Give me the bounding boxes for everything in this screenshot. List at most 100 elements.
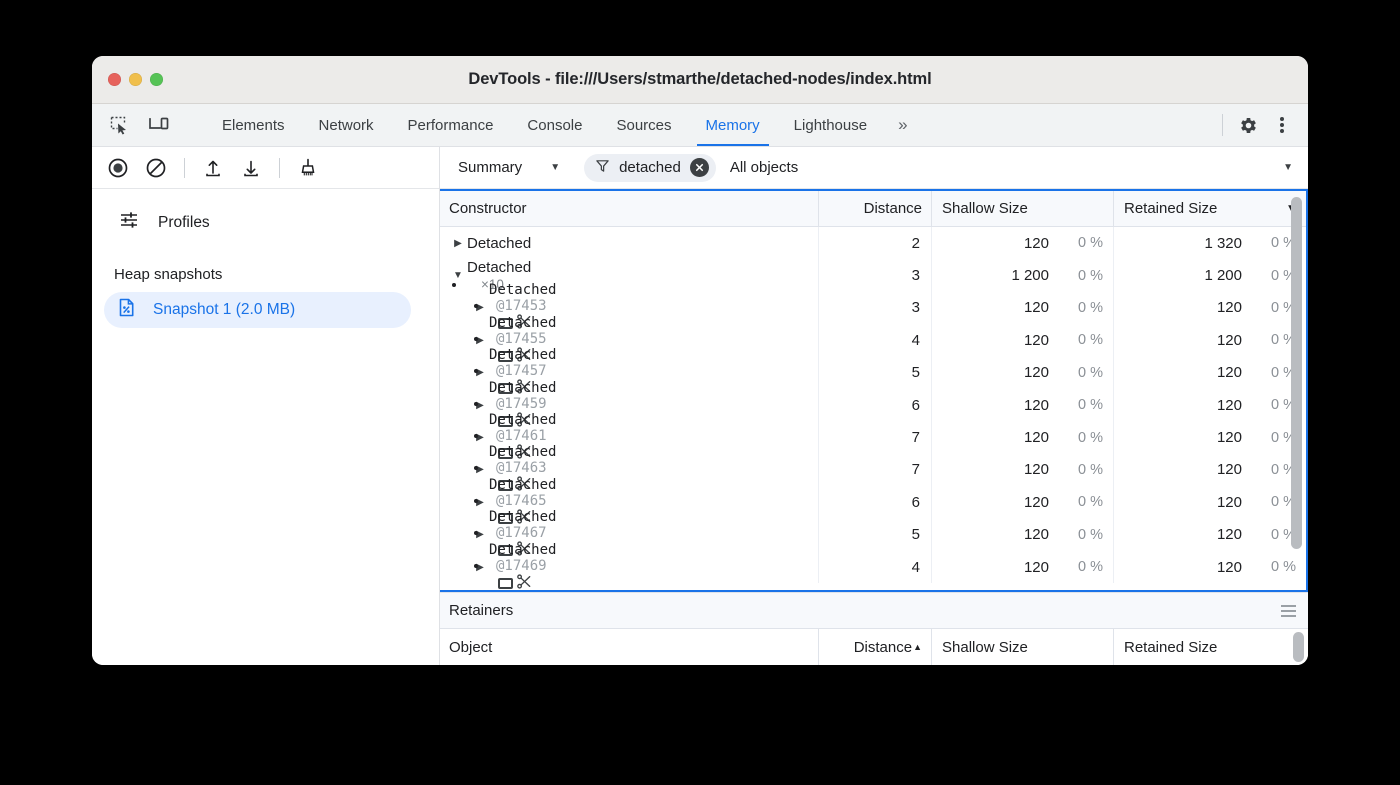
tab-elements[interactable]: Elements: [205, 104, 302, 146]
twisty-collapsed-icon[interactable]: ▶: [476, 334, 484, 346]
sidebar-item-snapshot-1[interactable]: Snapshot 1 (2.0 MB): [104, 292, 411, 328]
cell-distance: 5: [819, 518, 932, 551]
table-row[interactable]: ▶ Detached @17469 4 120 0 % 120 0 %: [440, 542, 1306, 589]
close-circle-icon[interactable]: [689, 158, 709, 177]
column-header-retainer-distance[interactable]: Distance ▲: [819, 629, 932, 665]
tab-overflow-chevron-icon[interactable]: »: [884, 104, 917, 146]
hamburger-menu-icon[interactable]: [1281, 604, 1296, 617]
table-row[interactable]: ▶ Detached @17457 5 120 0 % 120 0 %: [440, 347, 1306, 395]
retained-size-value: 120: [1216, 331, 1242, 349]
cell-constructor: ▶ Detached: [440, 227, 819, 260]
twisty-collapsed-icon[interactable]: ▶: [476, 529, 484, 541]
column-header-shallow-size[interactable]: Shallow Size: [932, 191, 1114, 226]
tab-memory[interactable]: Memory: [689, 104, 777, 146]
load-profile-icon[interactable]: [199, 154, 227, 182]
grid-scrollbar-thumb[interactable]: [1291, 197, 1302, 549]
tab-lighthouse[interactable]: Lighthouse: [777, 104, 884, 146]
twisty-expanded-icon[interactable]: ▼: [453, 270, 463, 282]
node-id: @17455: [496, 330, 547, 347]
twisty-collapsed-icon[interactable]: ▶: [454, 237, 462, 249]
inspect-element-icon[interactable]: [106, 112, 132, 138]
cell-shallow-size: 120 0 %: [932, 486, 1114, 519]
cell-shallow-size: 120 0 %: [932, 324, 1114, 357]
tab-sources[interactable]: Sources: [599, 104, 688, 146]
node-id: @17459: [496, 395, 547, 412]
retained-size-percent: 0 %: [1271, 235, 1296, 252]
tab-console[interactable]: Console: [510, 104, 599, 146]
twisty-collapsed-icon[interactable]: ▶: [476, 399, 484, 411]
node-id: @17453: [496, 298, 547, 315]
dom-node-icon: [498, 448, 513, 460]
retained-size-value: 120: [1216, 493, 1242, 511]
column-header-retained-size[interactable]: Retained Size ▼: [1114, 191, 1306, 226]
column-header-retainer-shallow-size[interactable]: Shallow Size: [932, 629, 1114, 665]
retainers-scrollbar[interactable]: [1292, 632, 1305, 665]
retained-size-percent: 0 %: [1271, 364, 1296, 381]
filter-chip[interactable]: detached: [584, 153, 716, 182]
sidebar-item-profiles[interactable]: Profiles: [92, 189, 439, 236]
clear-profiles-icon[interactable]: [142, 154, 170, 182]
column-header-retainer-retained-size[interactable]: Retained Size: [1114, 629, 1308, 665]
detached-node-badges: [498, 509, 556, 528]
cell-constructor: ▶ Detached @17467: [440, 509, 819, 557]
twisty-collapsed-icon[interactable]: ▶: [476, 561, 484, 573]
grid-scrollbar[interactable]: [1290, 193, 1303, 588]
cell-distance: 3: [819, 259, 932, 292]
table-row[interactable]: ▶ Detached @17467 5 120 0 % 120 0 %: [440, 509, 1306, 557]
tab-performance[interactable]: Performance: [391, 104, 511, 146]
column-label: Distance: [863, 200, 922, 217]
cell-distance: 7: [819, 421, 932, 454]
device-toolbar-icon[interactable]: [146, 112, 172, 138]
table-row[interactable]: ▼ Detached ×10 3 1 200 0 % 1 200 0 %: [440, 259, 1306, 292]
devtools-body: Profiles Heap snapshots Snapshot 1 (2.0 …: [92, 147, 1308, 665]
minimize-window-button[interactable]: [129, 73, 142, 86]
cell-retained-size: 120 0 %: [1114, 292, 1306, 324]
save-profile-icon[interactable]: [237, 154, 265, 182]
retained-size-percent: 0 %: [1271, 332, 1296, 349]
column-header-object[interactable]: Object: [440, 629, 819, 665]
record-heap-snapshot-icon[interactable]: [104, 154, 132, 182]
cell-retained-size: 120 0 %: [1114, 486, 1306, 518]
retained-size-percent: 0 %: [1271, 429, 1296, 446]
dom-node-icon: [498, 350, 513, 362]
gear-icon[interactable]: [1235, 112, 1261, 138]
tab-network[interactable]: Network: [302, 104, 391, 146]
cell-distance: 2: [819, 227, 932, 260]
twisty-collapsed-icon[interactable]: ▶: [476, 432, 484, 444]
objects-select[interactable]: All objects ▼: [716, 159, 1308, 176]
twisty-collapsed-icon[interactable]: ▶: [476, 464, 484, 476]
kebab-menu-icon[interactable]: [1269, 112, 1295, 138]
table-row[interactable]: ▶ Detached 2 120 0 % 1 320 0 %: [440, 227, 1306, 260]
twisty-collapsed-icon[interactable]: ▶: [476, 496, 484, 508]
twisty-collapsed-icon[interactable]: ▶: [476, 367, 484, 379]
collect-garbage-broom-icon[interactable]: [294, 154, 322, 182]
retained-size-value: 1 200: [1204, 267, 1242, 285]
filter-funnel-icon: [595, 158, 610, 178]
view-select[interactable]: Summary ▼: [448, 159, 570, 176]
table-row[interactable]: ▶ Detached @17453 3 120 0 % 120 0 %: [440, 282, 1306, 330]
column-header-distance[interactable]: Distance: [819, 191, 932, 226]
table-row[interactable]: ▶ Detached @17461 7 120 0 % 120 0 %: [440, 412, 1306, 460]
retainers-scrollbar-thumb[interactable]: [1293, 632, 1304, 662]
zoom-window-button[interactable]: [150, 73, 163, 86]
constructor-name: Detached @17459: [489, 380, 556, 431]
cell-distance: 3: [819, 291, 932, 325]
tab-label: Lighthouse: [793, 116, 868, 134]
twisty-collapsed-icon[interactable]: ▶: [476, 302, 484, 314]
constructor-name: Detached @17463: [489, 444, 556, 495]
column-header-constructor[interactable]: Constructor: [440, 191, 819, 226]
close-window-button[interactable]: [108, 73, 121, 86]
cell-distance: 4: [819, 550, 932, 584]
cell-constructor: ▶Detached @17459: [440, 380, 819, 427]
cell-shallow-size: 120 0 %: [932, 291, 1114, 325]
detached-node-badges: [498, 574, 556, 590]
shallow-size-percent: 0 %: [1078, 526, 1103, 543]
constructor-name: Detached @17457: [489, 347, 556, 398]
retainers-header: Retainers: [440, 593, 1308, 628]
heap-snapshots-section-label: Heap snapshots: [114, 266, 223, 283]
table-row[interactable]: ▶ Detached @17463 7 120 0 % 120 0 %: [440, 444, 1306, 492]
tabbar-right-divider: [1222, 114, 1223, 136]
